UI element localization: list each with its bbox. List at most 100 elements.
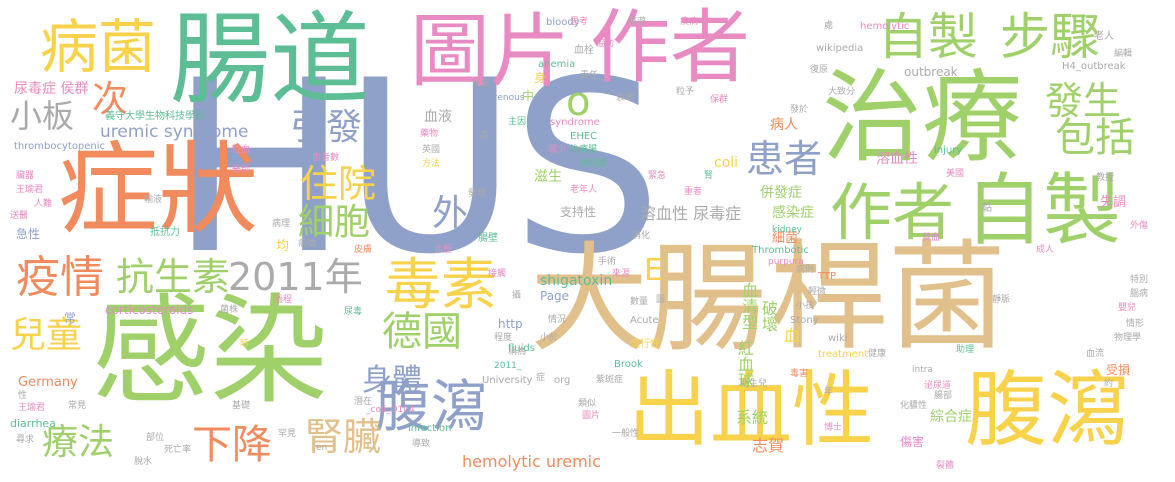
word-germany-en: Germany	[18, 375, 78, 390]
word-discover: 發現	[468, 189, 487, 199]
word-doctor: 醫師	[232, 165, 251, 175]
word-org: org	[554, 375, 571, 386]
word-failure: 衰竭	[616, 93, 635, 103]
word-occurs-in: 發於	[790, 105, 809, 115]
word-platelet: 小板	[10, 97, 75, 135]
word-place: 處	[824, 21, 834, 31]
word-sex-blood: 性血	[232, 145, 251, 155]
word-middle: 中	[522, 89, 535, 103]
word-travel: 旅遊	[628, 17, 647, 27]
word-kid: 小孩	[796, 301, 815, 311]
word-think: 思考	[570, 17, 589, 27]
word-health: 健康	[868, 349, 887, 359]
word-infectious-disease: 感染症	[772, 205, 814, 221]
word-elderly: 老人	[1094, 31, 1114, 42]
word-vein: 靜脈	[992, 295, 1011, 305]
word-hemolytic-uremic-zh: 溶血性 尿毒症	[640, 204, 742, 223]
word-disease: 疾病	[680, 17, 699, 27]
word-hemolytic-uremic: hemolytic uremic	[462, 452, 601, 471]
word-thrombus: 血栓	[574, 45, 594, 56]
word-injury-zh: 傷害	[900, 435, 925, 449]
word-h4-outbreak: H4_outbreak	[1062, 61, 1126, 72]
word-author-green: 作者	[830, 176, 955, 249]
word-image: 圖片	[410, 5, 570, 98]
word-kidney-small: 腎	[704, 171, 714, 181]
word-patient: 病人	[770, 117, 798, 133]
word-trigger: 引發	[290, 107, 363, 148]
word-degree: 程度	[494, 333, 513, 343]
word-thrombotic: Thrombotic	[752, 245, 809, 256]
word-hemolytic: hemolytic	[860, 21, 910, 32]
word-senior: 老年人	[570, 185, 598, 195]
word-hus: HUS	[170, 30, 662, 307]
word-common: 常見	[68, 401, 87, 411]
word-roughly-divided: 大致分	[828, 87, 856, 97]
word-page: Page	[540, 289, 570, 303]
word-organs: 臟器	[16, 171, 35, 181]
word-emergency: 緊急	[648, 171, 667, 181]
word-corticosteroids: corticosteroids	[105, 303, 194, 317]
word-2011-underscore: 2011_	[494, 361, 522, 371]
word-adult: 成人	[1036, 245, 1055, 255]
word-thrombocytopenic: thrombocytopenic	[14, 141, 106, 152]
word-wang-2: 王瑜君	[18, 403, 46, 413]
word-stony: Stony	[790, 315, 819, 326]
word-author: 作者	[590, 1, 750, 94]
word-hospital: 送醫	[10, 211, 29, 221]
word-coli-1: coli	[714, 155, 739, 171]
word-general: 一般性	[612, 429, 640, 439]
word-times: 次	[92, 79, 129, 120]
word-nature: 性	[18, 391, 28, 401]
word-signs: 病徵	[298, 239, 317, 249]
word-digest: 消化	[632, 231, 651, 241]
word-strain: 菌株	[220, 305, 239, 315]
word-steroid: 類固醇	[580, 159, 608, 169]
word-fluids: fluids	[508, 343, 535, 354]
word-dysfunction: 失調	[1100, 195, 1127, 210]
word-about: 約	[1104, 379, 1114, 389]
word-high: 高	[480, 131, 490, 141]
word-uk: 英國	[422, 145, 441, 155]
word-mortality: 死亡率	[164, 445, 192, 455]
word-responsibility: 責任	[580, 71, 599, 81]
word-purpura-zh: 紫斑症	[596, 375, 624, 385]
word-injury: injury	[934, 145, 963, 156]
word-damaged: 受損	[1106, 363, 1131, 377]
word-image-small: 圖片	[582, 411, 601, 421]
word-surgery: 手術	[598, 257, 617, 267]
word-main-cause: 主因	[508, 117, 527, 127]
word-bloody: bloody	[546, 17, 580, 28]
word-infection-en: infection	[408, 423, 452, 434]
word-urinary-tract: 泌尿道	[924, 381, 952, 391]
word-body-small: 身	[534, 71, 547, 85]
word-process: 過程	[274, 295, 293, 305]
word-blood-flow: 血流	[1086, 349, 1105, 359]
word-anemia: anemia	[538, 59, 576, 70]
word-acute-zh: 急性	[16, 227, 41, 241]
word-coli-o104: _coli_O104	[366, 405, 415, 415]
word-http: http	[498, 317, 523, 331]
word-ingest: 攝	[512, 291, 522, 301]
word-ishou-university: 義守大學生物科技學系	[105, 111, 205, 122]
word-uremic-syndrome: uremic syndrome	[100, 122, 249, 142]
word-latent: 潛在	[354, 397, 373, 407]
word-bacteria: 細菌	[772, 231, 799, 246]
word-occur: 發生	[1045, 79, 1122, 123]
word-treatment: 治療	[822, 59, 1022, 176]
word-special: 特別	[1130, 275, 1149, 285]
word-foundation: 基礎	[232, 401, 251, 411]
word-blood-pressure: 血壓	[434, 245, 453, 255]
word-wiki: wiki	[828, 333, 848, 344]
word-skin: 皮膚	[354, 245, 373, 255]
word-pathology: 病理	[272, 219, 291, 229]
word-system: 系統	[736, 408, 769, 427]
word-recovery: 復原	[810, 65, 829, 75]
word-hemorrhagic: 出血性	[628, 363, 875, 458]
word-body: 身體	[362, 363, 422, 398]
word-supportive: 支持性	[560, 205, 597, 219]
word-anemia-zh: 貧血	[922, 233, 941, 243]
word-inflammation: 炎症	[472, 79, 491, 89]
word-pathogen: 病菌	[40, 13, 157, 81]
word-children: 兒童	[10, 315, 83, 356]
word-professor: 教授	[1096, 173, 1115, 183]
